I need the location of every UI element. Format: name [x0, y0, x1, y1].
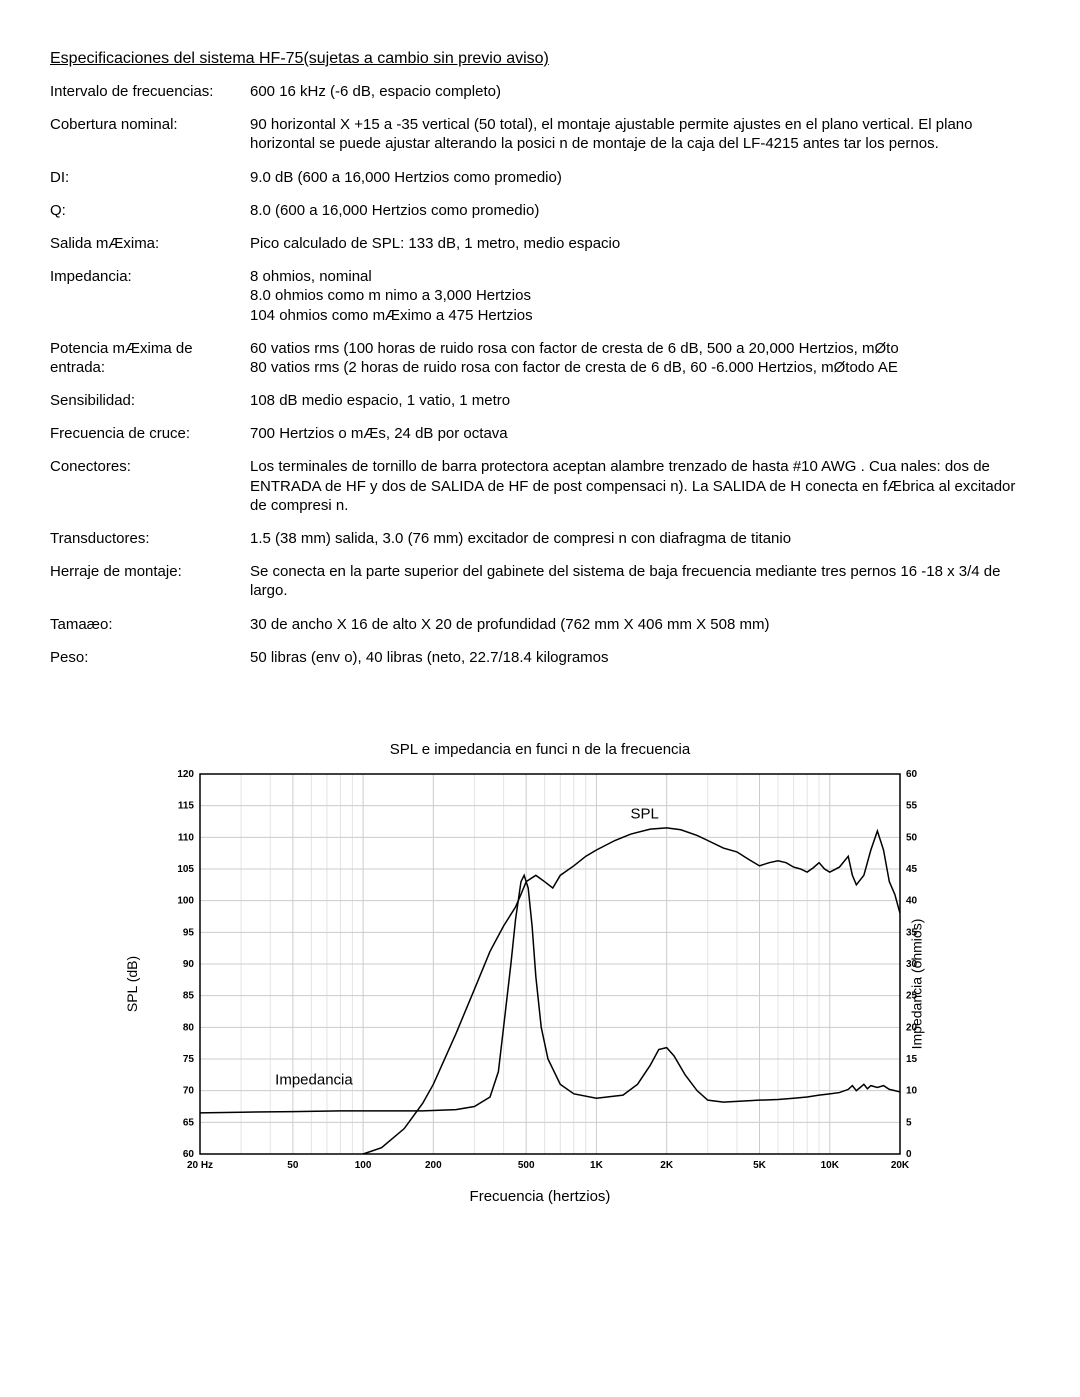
spec-row: Herraje de montaje:Se conecta en la part…	[50, 562, 1030, 614]
spec-row: Tamaæo:30 de ancho X 16 de alto X 20 de …	[50, 615, 1030, 648]
svg-text:120: 120	[177, 769, 194, 780]
svg-text:110: 110	[178, 832, 195, 843]
y-right-axis-label: Impedancia (ohmios)	[909, 919, 925, 1050]
spec-label: Intervalo de frecuencias:	[50, 82, 250, 115]
svg-text:5K: 5K	[753, 1160, 767, 1171]
svg-text:60: 60	[906, 769, 918, 780]
svg-text:15: 15	[906, 1054, 918, 1065]
spec-row: Intervalo de frecuencias:600 16 kHz (-6 …	[50, 82, 1030, 115]
spec-value: 9.0 dB (600 a 16,000 Hertzios como prome…	[250, 168, 1030, 201]
svg-text:0: 0	[906, 1149, 912, 1160]
svg-text:75: 75	[183, 1054, 195, 1065]
spec-row: Salida mÆxima:Pico calculado de SPL: 133…	[50, 234, 1030, 267]
svg-text:55: 55	[906, 801, 918, 812]
svg-text:70: 70	[183, 1086, 195, 1097]
svg-text:10K: 10K	[821, 1160, 840, 1171]
svg-text:90: 90	[183, 959, 195, 970]
spec-value: 1.5 (38 mm) salida, 3.0 (76 mm) excitado…	[250, 529, 1030, 562]
spec-value: 600 16 kHz (-6 dB, espacio completo)	[250, 82, 1030, 115]
spec-label: Tamaæo:	[50, 615, 250, 648]
svg-text:5: 5	[906, 1117, 912, 1128]
spec-label: Herraje de montaje:	[50, 562, 250, 614]
chart-title: SPL e impedancia en funci n de la frecue…	[50, 741, 1030, 758]
svg-text:20K: 20K	[891, 1160, 910, 1171]
spec-value: 8 ohmios, nominal8.0 ohmios como m nimo …	[250, 267, 1030, 339]
spec-value: 30 de ancho X 16 de alto X 20 de profund…	[250, 615, 1030, 648]
svg-text:100: 100	[355, 1160, 372, 1171]
svg-text:2K: 2K	[660, 1160, 674, 1171]
x-axis-label: Frecuencia (hertzios)	[140, 1188, 940, 1205]
spec-value: Se conecta en la parte superior del gabi…	[250, 562, 1030, 614]
svg-text:10: 10	[906, 1086, 918, 1097]
svg-text:45: 45	[906, 864, 918, 875]
spec-label: Frecuencia de cruce:	[50, 424, 250, 457]
spec-label: Impedancia:	[50, 267, 250, 339]
spec-label: Salida mÆxima:	[50, 234, 250, 267]
spec-table: Intervalo de frecuencias:600 16 kHz (-6 …	[50, 82, 1030, 681]
spec-value: 700 Hertzios o mÆs, 24 dB por octava	[250, 424, 1030, 457]
spec-label: Transductores:	[50, 529, 250, 562]
spec-label: Cobertura nominal:	[50, 115, 250, 167]
svg-text:60: 60	[183, 1149, 195, 1160]
svg-text:115: 115	[178, 801, 195, 812]
svg-text:Impedancia: Impedancia	[275, 1071, 353, 1088]
spec-label: Potencia mÆxima de entrada:	[50, 339, 250, 391]
svg-text:80: 80	[183, 1022, 195, 1033]
spec-value: Pico calculado de SPL: 133 dB, 1 metro, …	[250, 234, 1030, 267]
spec-row: Frecuencia de cruce:700 Hertzios o mÆs, …	[50, 424, 1030, 457]
svg-text:85: 85	[183, 991, 195, 1002]
svg-text:50: 50	[287, 1160, 299, 1171]
svg-text:200: 200	[425, 1160, 442, 1171]
svg-text:105: 105	[177, 864, 194, 875]
chart-container: SPL (dB) Impedancia (ohmios) 20 Hz501002…	[140, 764, 940, 1205]
spec-label: Q:	[50, 201, 250, 234]
y-left-axis-label: SPL (dB)	[124, 956, 140, 1012]
spec-value: 60 vatios rms (100 horas de ruido rosa c…	[250, 339, 1030, 391]
spec-row: Peso:50 libras (env o), 40 libras (neto,…	[50, 648, 1030, 681]
svg-text:1K: 1K	[590, 1160, 604, 1171]
title-main: Especificaciones del sistema HF-75	[50, 50, 303, 67]
svg-text:40: 40	[906, 896, 918, 907]
spec-row: Q:8.0 (600 a 16,000 Hertzios como promed…	[50, 201, 1030, 234]
svg-text:100: 100	[177, 896, 194, 907]
spec-value: 8.0 (600 a 16,000 Hertzios como promedio…	[250, 201, 1030, 234]
spec-value: 108 dB medio espacio, 1 vatio, 1 metro	[250, 391, 1030, 424]
svg-text:SPL: SPL	[631, 805, 659, 822]
spec-row: Potencia mÆxima de entrada:60 vatios rms…	[50, 339, 1030, 391]
page-title: Especificaciones del sistema HF-75(sujet…	[50, 50, 1030, 68]
spec-row: Cobertura nominal:90 horizontal X +15 a …	[50, 115, 1030, 167]
title-sub: (sujetas a cambio sin previo aviso)	[303, 50, 548, 67]
spec-value: 50 libras (env o), 40 libras (neto, 22.7…	[250, 648, 1030, 681]
svg-text:95: 95	[183, 927, 195, 938]
spec-row: Conectores:Los terminales de tornillo de…	[50, 457, 1030, 529]
spec-label: DI:	[50, 168, 250, 201]
spec-label: Conectores:	[50, 457, 250, 529]
spec-row: Transductores:1.5 (38 mm) salida, 3.0 (7…	[50, 529, 1030, 562]
svg-text:20 Hz: 20 Hz	[187, 1160, 213, 1171]
spec-value: Los terminales de tornillo de barra prot…	[250, 457, 1030, 529]
spec-label: Sensibilidad:	[50, 391, 250, 424]
spec-row: Impedancia:8 ohmios, nominal8.0 ohmios c…	[50, 267, 1030, 339]
spec-row: Sensibilidad:108 dB medio espacio, 1 vat…	[50, 391, 1030, 424]
svg-text:500: 500	[518, 1160, 535, 1171]
spec-row: DI:9.0 dB (600 a 16,000 Hertzios como pr…	[50, 168, 1030, 201]
svg-text:50: 50	[906, 832, 918, 843]
spl-impedance-chart: 20 Hz501002005001K2K5K10K20K606570758085…	[140, 764, 940, 1184]
spec-value: 90 horizontal X +15 a -35 vertical (50 t…	[250, 115, 1030, 167]
spec-label: Peso:	[50, 648, 250, 681]
svg-text:65: 65	[183, 1117, 195, 1128]
